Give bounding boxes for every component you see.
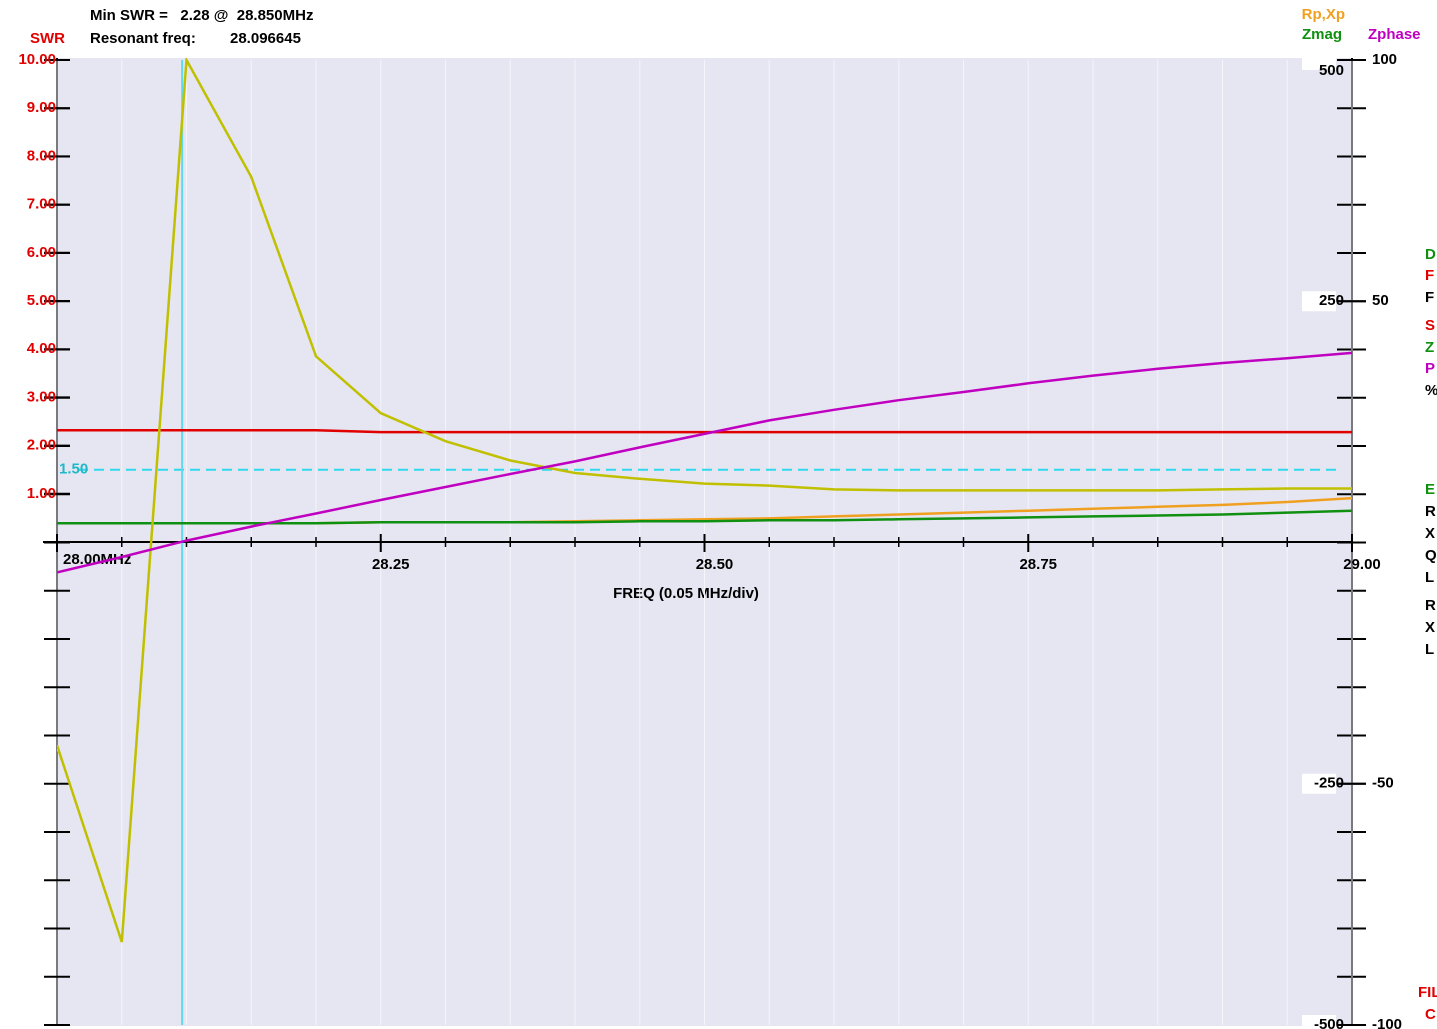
y-tick-label: 6.00 (27, 244, 56, 261)
y2-axis-label-b: Zmag (1302, 26, 1342, 43)
side-panel-label: FIL (1418, 984, 1437, 1001)
x-tick-label: 28.50 (696, 556, 734, 573)
resonant-value: 28.096645 (230, 30, 301, 47)
series-line (57, 428, 1352, 434)
y-tick-label: 5.00 (27, 292, 56, 309)
x-tick-label: 28.00MHz (63, 551, 131, 568)
x-axis-label: FREQ (0.05 MHz/div) (613, 585, 759, 602)
y-tick-label: 10.00 (18, 51, 56, 68)
x-tick-label: 28.25 (372, 556, 410, 573)
y3-tick-label: -50 (1372, 775, 1394, 792)
side-panel-label: P (1425, 360, 1435, 377)
y2-tick-label: 250 (1319, 292, 1344, 309)
min-swr: Min SWR = 2.28 @ 28.850MHz (90, 7, 313, 24)
reference-label: 1.50 (59, 461, 88, 478)
y2-tick-label-bg (1302, 773, 1336, 794)
side-panel-label: F (1425, 267, 1434, 284)
side-panel-label: R (1425, 597, 1436, 614)
side-panel-label: C (1425, 1006, 1436, 1023)
y-tick-label: 4.00 (27, 340, 56, 357)
series-line (57, 58, 1352, 943)
side-panel-label: % (1425, 382, 1437, 399)
y-tick-label: 1.00 (27, 485, 56, 502)
side-panel-label: R (1425, 503, 1436, 520)
y-axis-label: SWR (30, 30, 65, 47)
y2-tick-label-bg (1302, 1015, 1336, 1029)
y-tick-label: 8.00 (27, 147, 56, 164)
y-tick-label: 9.00 (27, 99, 56, 116)
y2-tick-label-bg (1302, 50, 1336, 70)
y2-tick-label-bg (1302, 291, 1336, 312)
y-tick-label: 2.00 (27, 437, 56, 454)
x-tick-label: 29.00 (1343, 556, 1381, 573)
y2-tick-label: -500 (1314, 1016, 1344, 1029)
plot-lines: 1.50 (57, 58, 1353, 1025)
x-tick-label: 28.75 (1019, 556, 1057, 573)
y2-tick-label: 500 (1319, 62, 1344, 79)
y2-axis-label: Rp,Xp (1302, 6, 1345, 23)
y3-tick-label: 50 (1372, 292, 1389, 309)
y3-tick-label: 100 (1372, 51, 1397, 68)
y3-axis-label: Zphase (1368, 26, 1421, 43)
series-line (57, 351, 1353, 574)
y3-tick-label: -100 (1372, 1016, 1402, 1029)
side-panel-label: L (1425, 641, 1434, 658)
side-panel-label: D (1425, 246, 1436, 263)
side-panel-label: L (1425, 569, 1434, 586)
side-panel-label: Q (1425, 547, 1437, 564)
y2-tick-label: -250 (1314, 775, 1344, 792)
side-panel-label: X (1425, 525, 1435, 542)
y-tick-label: 3.00 (27, 388, 56, 405)
y-tick-label: 7.00 (27, 196, 56, 213)
side-panel-label: X (1425, 619, 1435, 636)
side-panel-label: F (1425, 289, 1434, 306)
side-panel-label: E (1425, 481, 1435, 498)
resonant-label: Resonant freq: (90, 30, 196, 47)
side-panel-label: Z (1425, 339, 1434, 356)
side-panel-label: S (1425, 317, 1435, 334)
